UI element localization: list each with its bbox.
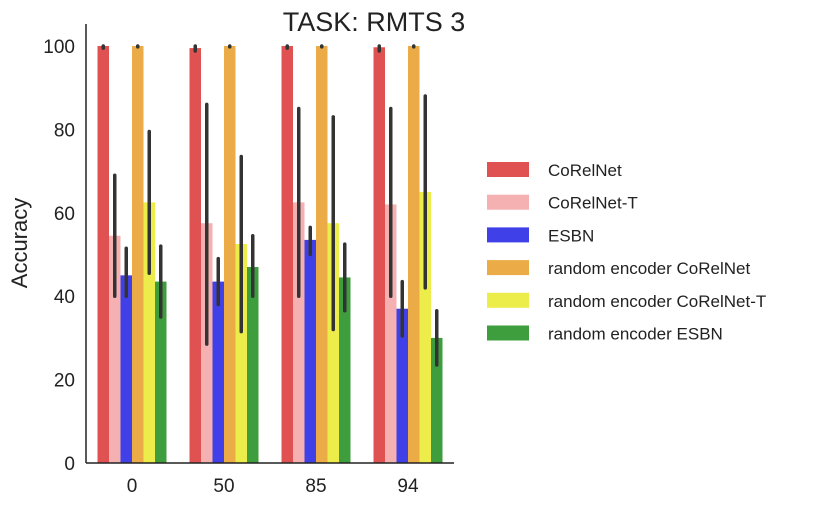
legend-swatch — [487, 292, 529, 308]
bar — [327, 223, 339, 463]
legend-label: CoRelNet — [548, 161, 622, 180]
bar — [235, 244, 247, 463]
x-tick-label: 0 — [127, 476, 138, 497]
legend-swatch — [487, 227, 529, 243]
y-tick-label: 80 — [54, 120, 75, 141]
y-ticks: 0 20 40 60 80 100 — [43, 37, 75, 475]
bar — [316, 46, 328, 463]
x-tick-label: 85 — [305, 476, 326, 497]
legend-label: random encoder CoRelNet-T — [548, 292, 766, 311]
legend-swatch — [487, 194, 529, 210]
bar — [293, 202, 305, 463]
y-tick-label: 100 — [43, 37, 75, 58]
legend-label: CoRelNet-T — [548, 194, 638, 213]
y-tick-label: 0 — [64, 454, 75, 475]
y-axis-label: Accuracy — [7, 198, 32, 288]
bar — [224, 46, 236, 463]
x-tick-label: 94 — [397, 476, 419, 497]
bars-group — [97, 46, 443, 464]
bar — [132, 46, 144, 463]
bar — [120, 275, 132, 463]
y-tick-label: 20 — [54, 371, 75, 392]
bar — [373, 47, 385, 463]
legend-swatch — [487, 260, 529, 276]
bar — [143, 202, 155, 463]
legend: CoRelNet CoRelNet-T ESBN random encoder CoR… — [487, 161, 766, 344]
legend-label: ESBN — [548, 226, 594, 245]
legend-swatch — [487, 325, 529, 341]
error-bars-group — [101, 44, 439, 367]
y-tick-label: 60 — [54, 204, 75, 225]
bar — [189, 48, 201, 464]
bar — [419, 191, 431, 463]
bar — [212, 281, 224, 463]
x-ticks: 0 50 85 94 — [127, 476, 419, 497]
x-tick-label: 50 — [213, 476, 234, 497]
bar — [97, 46, 109, 463]
bar — [281, 46, 293, 463]
legend-label: random encoder ESBN — [548, 325, 723, 344]
bar — [155, 281, 167, 463]
bar — [247, 267, 259, 463]
bar — [339, 277, 351, 463]
y-tick-label: 40 — [54, 287, 75, 308]
chart-title: TASK: RMTS 3 — [283, 7, 466, 37]
legend-swatch — [487, 162, 529, 177]
bar — [304, 239, 316, 463]
bar — [385, 204, 397, 463]
bar — [109, 235, 121, 463]
bar — [396, 308, 408, 463]
bar — [408, 46, 420, 463]
bar — [431, 337, 443, 463]
legend-label: random encoder CoRelNet — [548, 259, 750, 278]
